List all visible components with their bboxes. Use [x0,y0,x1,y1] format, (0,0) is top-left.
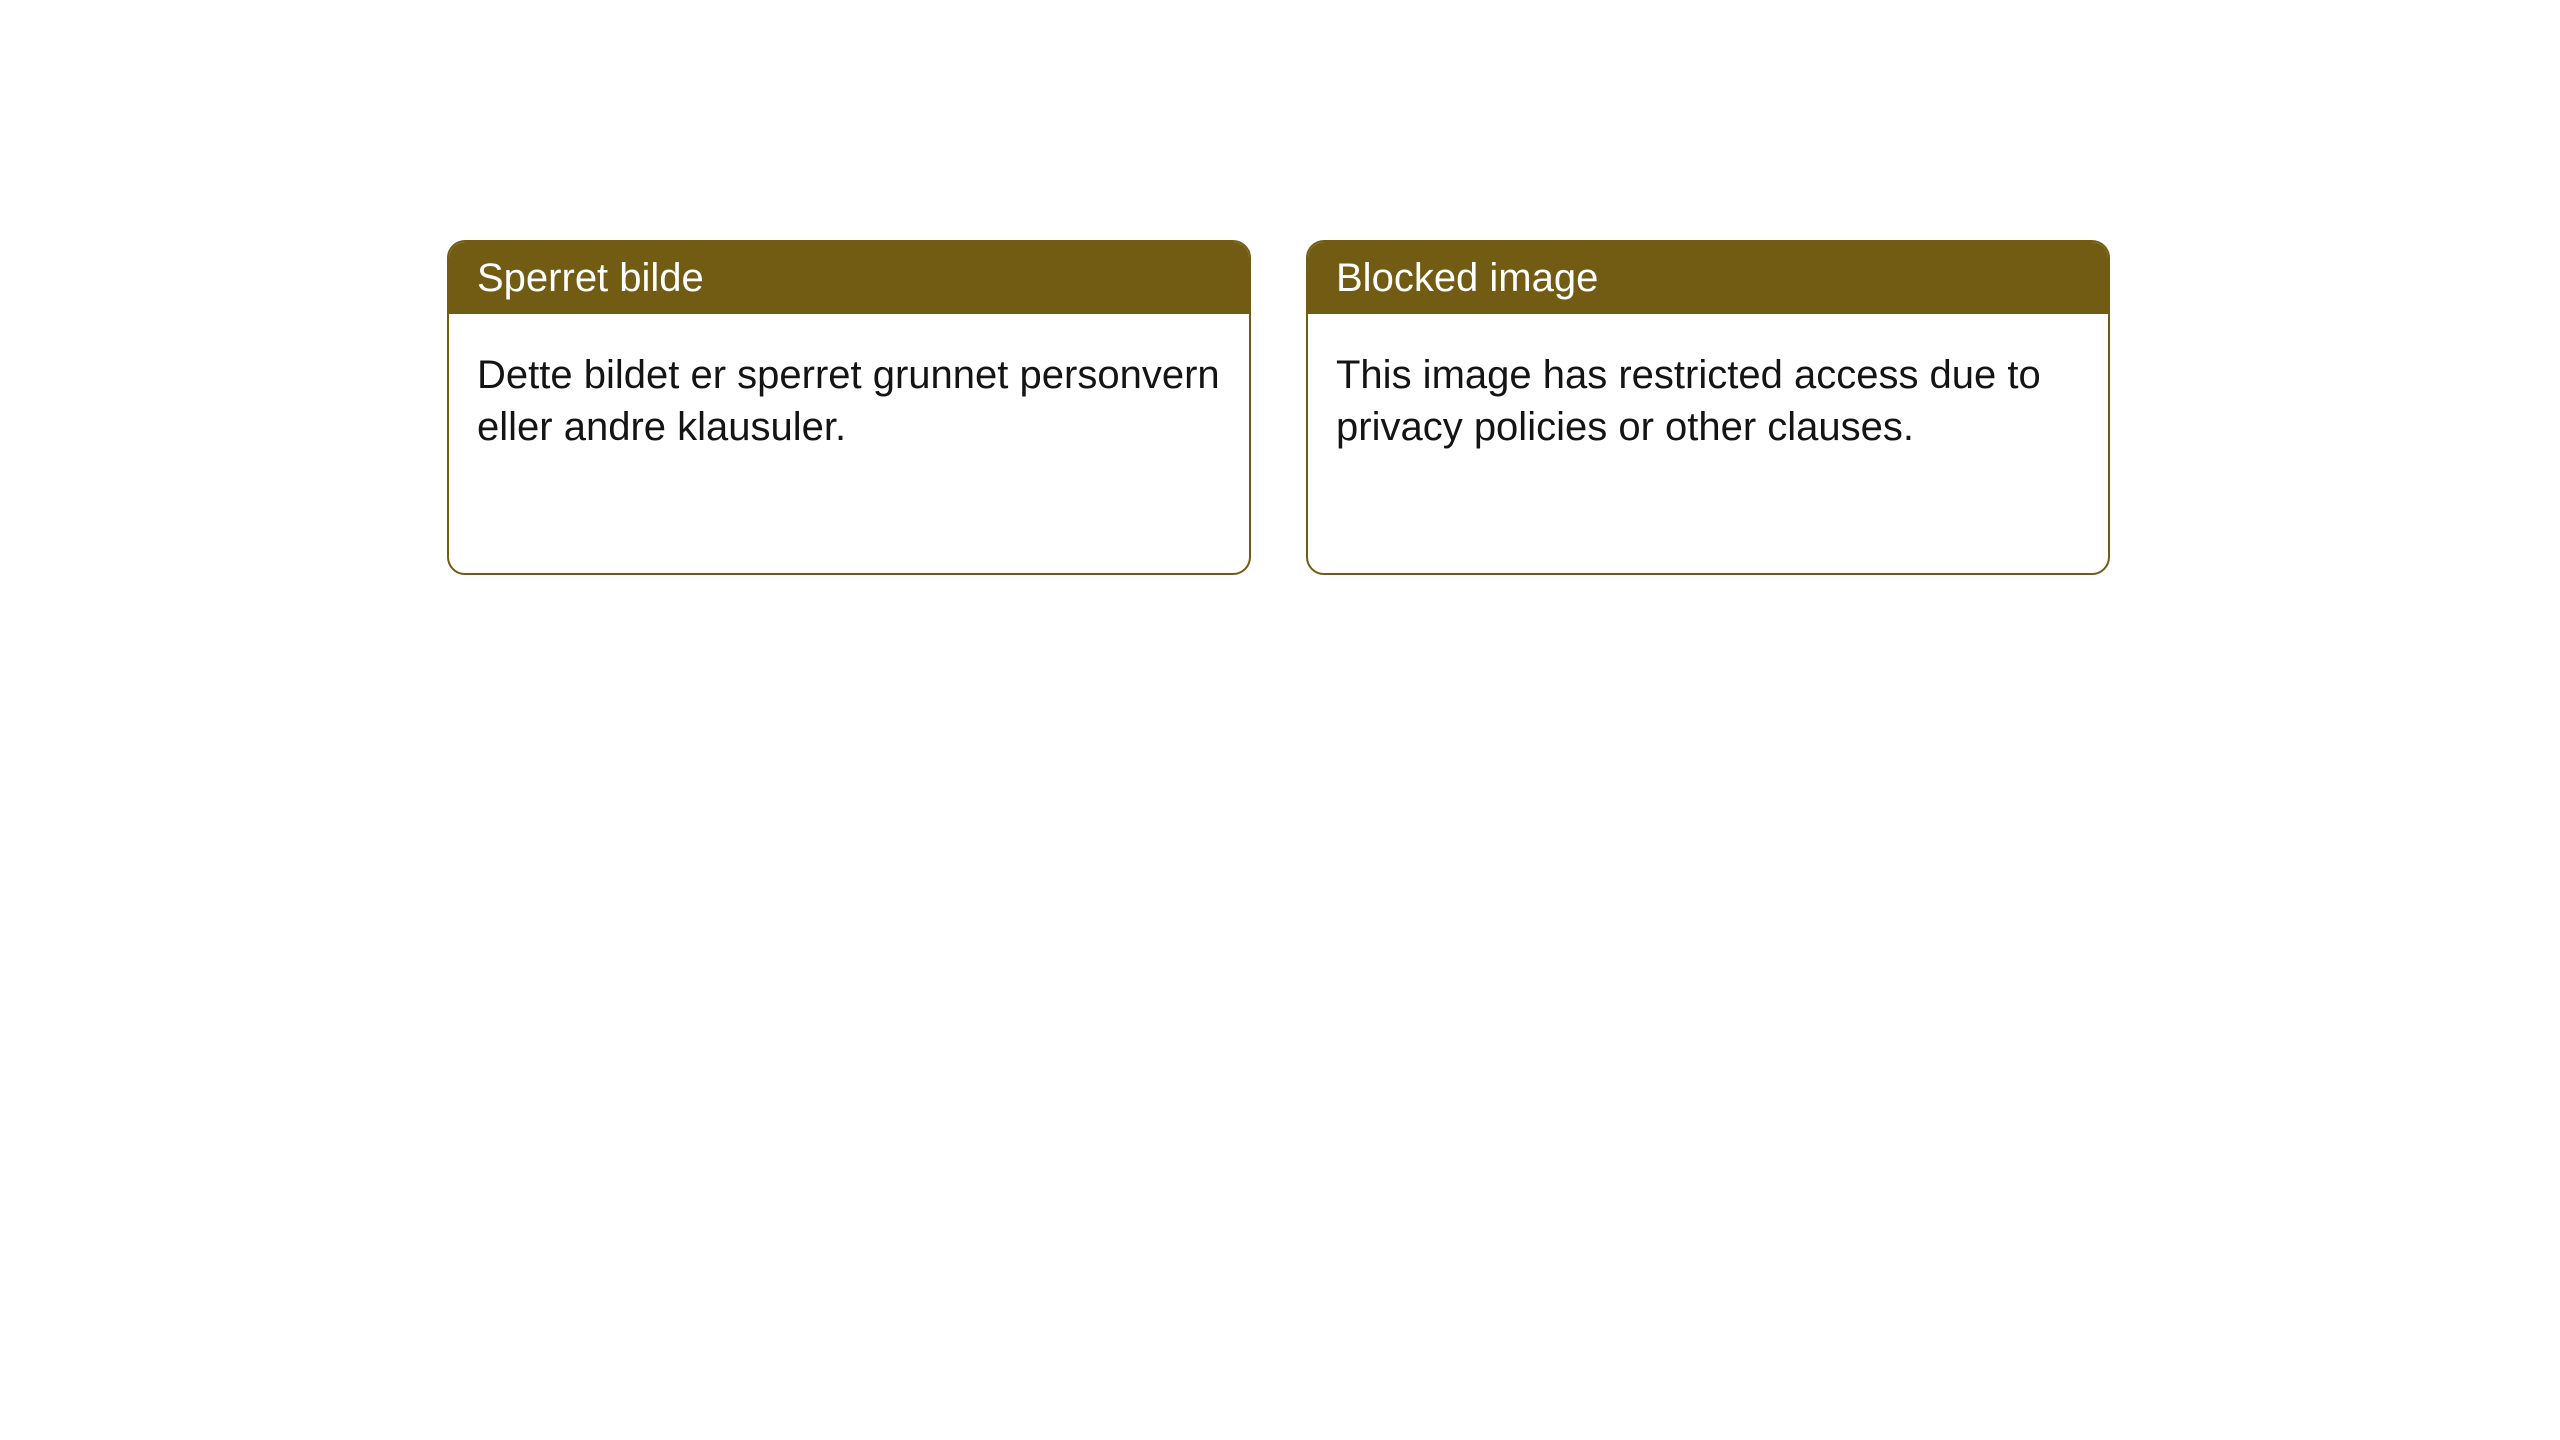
notice-card-english: Blocked image This image has restricted … [1306,240,2110,575]
notice-card-container: Sperret bilde Dette bildet er sperret gr… [447,240,2110,575]
card-header-english: Blocked image [1308,242,2108,314]
card-body-text: This image has restricted access due to … [1336,353,2041,449]
card-body-text: Dette bildet er sperret grunnet personve… [477,353,1220,449]
card-header-text: Sperret bilde [477,256,704,300]
card-header-text: Blocked image [1336,256,1598,300]
notice-card-norwegian: Sperret bilde Dette bildet er sperret gr… [447,240,1251,575]
card-header-norwegian: Sperret bilde [449,242,1249,314]
card-body-norwegian: Dette bildet er sperret grunnet personve… [449,314,1249,488]
card-body-english: This image has restricted access due to … [1308,314,2108,488]
